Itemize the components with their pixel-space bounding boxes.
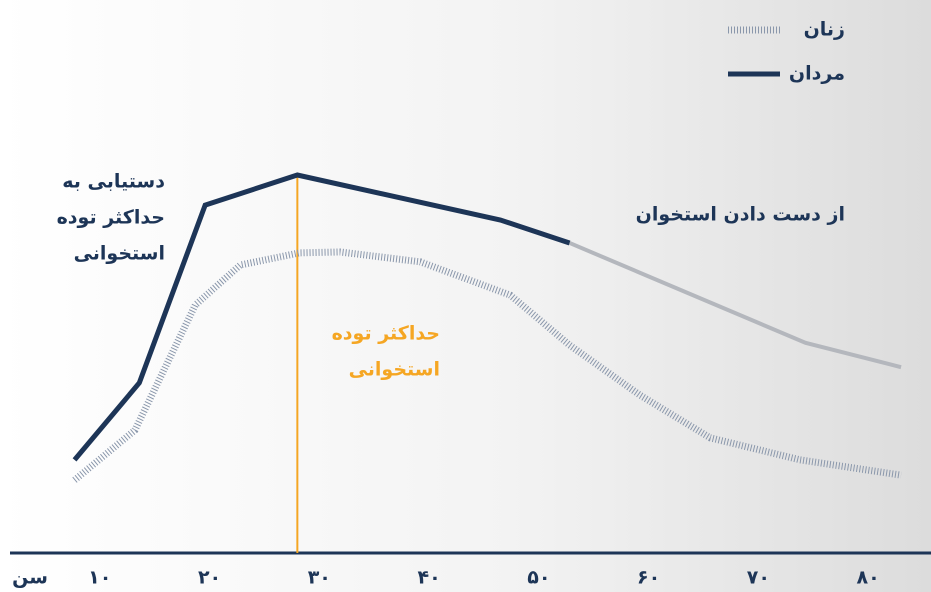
- x-tick-label: ۳۰: [308, 567, 331, 589]
- annotation: حداکثر توده: [57, 207, 165, 229]
- x-tick-label: ۱۰: [88, 567, 111, 589]
- x-tick-label: ۸۰: [857, 567, 880, 589]
- legend-label: مردان: [789, 63, 845, 85]
- peak-label: حداکثر توده: [332, 323, 440, 345]
- x-tick-label: ۲۰: [198, 567, 221, 589]
- annotation: از دست دادن استخوان: [636, 204, 845, 226]
- legend-label: زنان: [804, 19, 845, 41]
- background: [0, 0, 931, 592]
- x-axis-label: سن: [12, 567, 48, 589]
- x-tick-label: ۵۰: [527, 567, 550, 589]
- peak-label: استخوانی: [349, 359, 440, 381]
- x-tick-label: ۴۰: [417, 567, 440, 589]
- annotation: دستیابی به: [62, 171, 165, 193]
- chart: سن دستیابی به حداکثر توده استخوانی از دس…: [0, 0, 931, 592]
- annotation: استخوانی: [74, 243, 165, 265]
- page: {"chart_data": { "type": "line", "x_labe…: [0, 0, 931, 592]
- x-tick-label: ۷۰: [747, 567, 770, 589]
- x-tick-label: ۶۰: [637, 567, 660, 589]
